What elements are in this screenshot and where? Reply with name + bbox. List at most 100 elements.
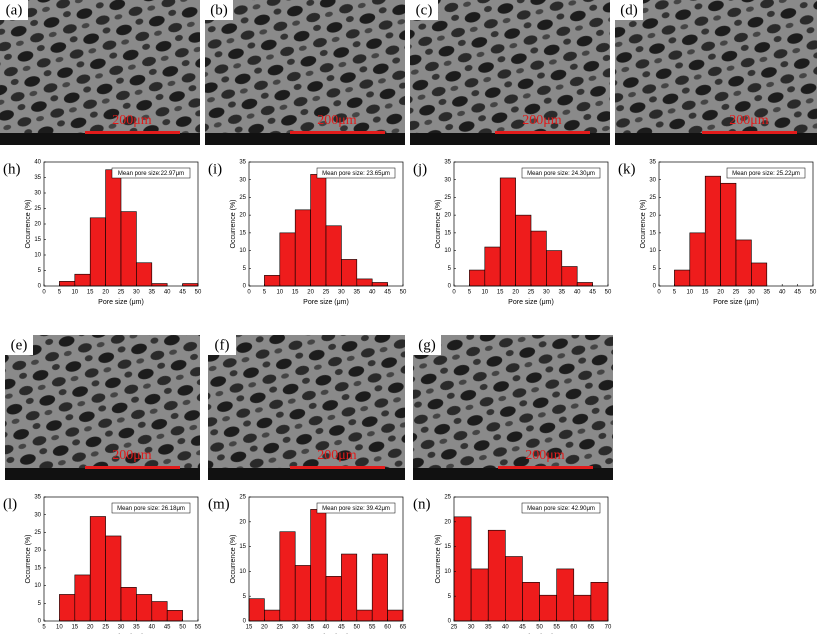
bar (120, 587, 137, 622)
y-axis-title: Occurrence (%) (640, 199, 647, 248)
y-tick-label: 0 (243, 284, 247, 290)
y-tick-label: 5 (653, 266, 657, 272)
bar (469, 269, 486, 287)
x-tick-label: 20 (261, 625, 268, 631)
panel-label: (c) (416, 2, 433, 18)
scale-label: 200μm (112, 113, 152, 128)
x-tick-label: 45 (519, 625, 526, 631)
bar (105, 535, 122, 622)
bar (59, 281, 76, 287)
y-tick-label: 35 (649, 160, 656, 166)
sem-image (413, 335, 613, 480)
bar (182, 283, 199, 287)
bar (325, 576, 342, 622)
annotation-box (521, 167, 601, 179)
x-tick-label: 40 (574, 290, 581, 296)
y-tick-label: 30 (239, 177, 246, 183)
label-box (615, 0, 643, 20)
info-bar (5, 468, 200, 480)
x-tick-label: 15 (246, 625, 253, 631)
bar (515, 214, 532, 287)
sem-image (410, 0, 610, 145)
bar (310, 174, 327, 287)
x-tick-label: 10 (276, 290, 283, 296)
x-tick-label: 50 (536, 625, 543, 631)
x-tick-label: 45 (164, 625, 171, 631)
x-tick-label: 55 (553, 625, 560, 631)
scale-label: 200μm (522, 113, 562, 128)
y-tick-label: 25 (649, 195, 656, 201)
x-tick-label: 45 (338, 625, 345, 631)
x-tick-label: 5 (468, 290, 472, 296)
bar (387, 609, 404, 622)
bar (341, 259, 358, 287)
x-tick-label: 20 (717, 290, 724, 296)
x-tick-label: 0 (452, 290, 456, 296)
bar (279, 232, 296, 287)
x-tick-label: 5 (263, 290, 267, 296)
bar (341, 553, 358, 622)
annotation-box (316, 502, 396, 514)
x-tick-label: 45 (384, 290, 391, 296)
annotation: Mean pore size: 23.65μm (322, 171, 390, 177)
bar (136, 262, 153, 287)
x-tick-label: 30 (338, 290, 345, 296)
bar (546, 250, 563, 287)
y-tick-label: 15 (649, 230, 656, 236)
annotation-box (111, 502, 191, 514)
bar (704, 175, 721, 287)
x-tick-label: 50 (605, 290, 612, 296)
panel-label: (g) (418, 337, 436, 353)
x-tick-label: 0 (247, 290, 251, 296)
scale-bar (290, 466, 385, 469)
x-tick-label: 15 (702, 290, 709, 296)
bar (264, 609, 281, 622)
x-tick-label: 35 (558, 290, 565, 296)
x-tick-label: 65 (588, 625, 595, 631)
info-bar (205, 133, 405, 145)
annotation: Mean pore size: 25.22μm (732, 171, 800, 177)
x-axis-title: Pore size (μm) (98, 299, 144, 306)
x-axis-title: Pore size (μm) (713, 299, 759, 306)
sem-image (615, 0, 817, 145)
y-tick-label: 25 (239, 495, 246, 501)
x-tick-label: 20 (512, 290, 519, 296)
bar (294, 209, 311, 287)
x-tick-label: 45 (589, 290, 596, 296)
bar (310, 509, 327, 622)
y-tick-label: 15 (239, 230, 246, 236)
y-tick-label: 5 (243, 266, 247, 272)
y-tick-label: 5 (448, 266, 452, 272)
x-tick-label: 50 (179, 625, 186, 631)
y-tick-label: 5 (243, 594, 247, 600)
bar (89, 516, 106, 622)
bar (356, 609, 373, 622)
x-tick-label: 45 (179, 290, 186, 296)
y-tick-label: 25 (34, 530, 41, 536)
panel-label: (f) (215, 337, 230, 353)
bar (484, 246, 501, 287)
scale-bar (85, 131, 180, 134)
y-tick-label: 15 (239, 544, 246, 550)
x-tick-label: 40 (369, 290, 376, 296)
y-tick-label: 0 (448, 284, 452, 290)
y-tick-label: 20 (34, 222, 41, 228)
y-tick-label: 30 (34, 512, 41, 518)
scale-bar (290, 131, 385, 134)
y-tick-label: 20 (34, 548, 41, 554)
bar (499, 177, 516, 287)
bar (248, 598, 265, 622)
annotation-box (521, 502, 601, 514)
x-tick-label: 35 (307, 625, 314, 631)
x-tick-label: 55 (195, 625, 202, 631)
label-box (410, 0, 438, 20)
scale-bar (495, 131, 590, 134)
y-tick-label: 10 (239, 248, 246, 254)
x-tick-label: 20 (307, 290, 314, 296)
x-tick-label: 50 (353, 625, 360, 631)
y-tick-label: 5 (38, 601, 42, 607)
y-axis-title: Occurrence (%) (25, 199, 32, 248)
x-tick-label: 25 (528, 290, 535, 296)
x-tick-label: 10 (56, 625, 63, 631)
